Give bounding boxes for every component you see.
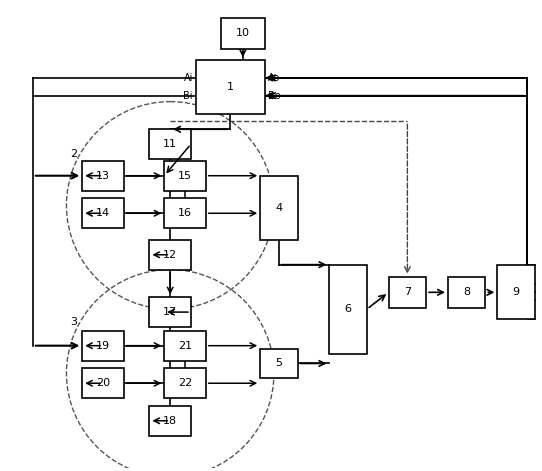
Text: 7: 7 [404, 287, 411, 297]
Bar [330, 265, 367, 354]
Bar [150, 297, 191, 327]
Text: Ai: Ai [184, 73, 193, 83]
Bar [150, 129, 191, 159]
Text: 18: 18 [163, 416, 177, 426]
Bar [164, 331, 206, 360]
Text: Bi: Bi [183, 91, 193, 101]
Bar [82, 161, 124, 191]
Text: 16: 16 [178, 208, 192, 218]
Bar [196, 60, 265, 114]
Bar [150, 406, 191, 436]
Bar [260, 349, 298, 378]
Bar [260, 176, 298, 240]
Bar [164, 198, 206, 228]
Text: 10: 10 [236, 28, 250, 39]
Text: 12: 12 [163, 250, 177, 260]
Text: 6: 6 [345, 304, 352, 314]
Bar [82, 198, 124, 228]
Bar [150, 240, 191, 269]
Bar [389, 276, 426, 308]
Text: 2: 2 [70, 149, 78, 159]
Bar [164, 368, 206, 398]
Text: 9: 9 [513, 287, 520, 297]
Text: 21: 21 [178, 341, 192, 351]
Text: 8: 8 [463, 287, 470, 297]
Text: 1: 1 [227, 82, 234, 92]
Text: 4: 4 [275, 203, 282, 213]
Bar [82, 368, 124, 398]
Bar [498, 265, 535, 319]
Text: Bo: Bo [268, 91, 281, 101]
Bar [164, 161, 206, 191]
Bar [448, 276, 486, 308]
Bar [82, 331, 124, 360]
Text: 14: 14 [96, 208, 110, 218]
Text: 3: 3 [70, 317, 78, 327]
Text: 15: 15 [178, 171, 192, 181]
Bar [221, 17, 265, 49]
Text: 13: 13 [96, 171, 110, 181]
Text: Ao: Ao [268, 73, 280, 83]
Text: 19: 19 [96, 341, 110, 351]
Text: 11: 11 [163, 139, 177, 149]
Text: 22: 22 [178, 378, 192, 388]
Text: 5: 5 [275, 358, 282, 368]
Text: 20: 20 [96, 378, 110, 388]
Text: 17: 17 [163, 307, 177, 317]
